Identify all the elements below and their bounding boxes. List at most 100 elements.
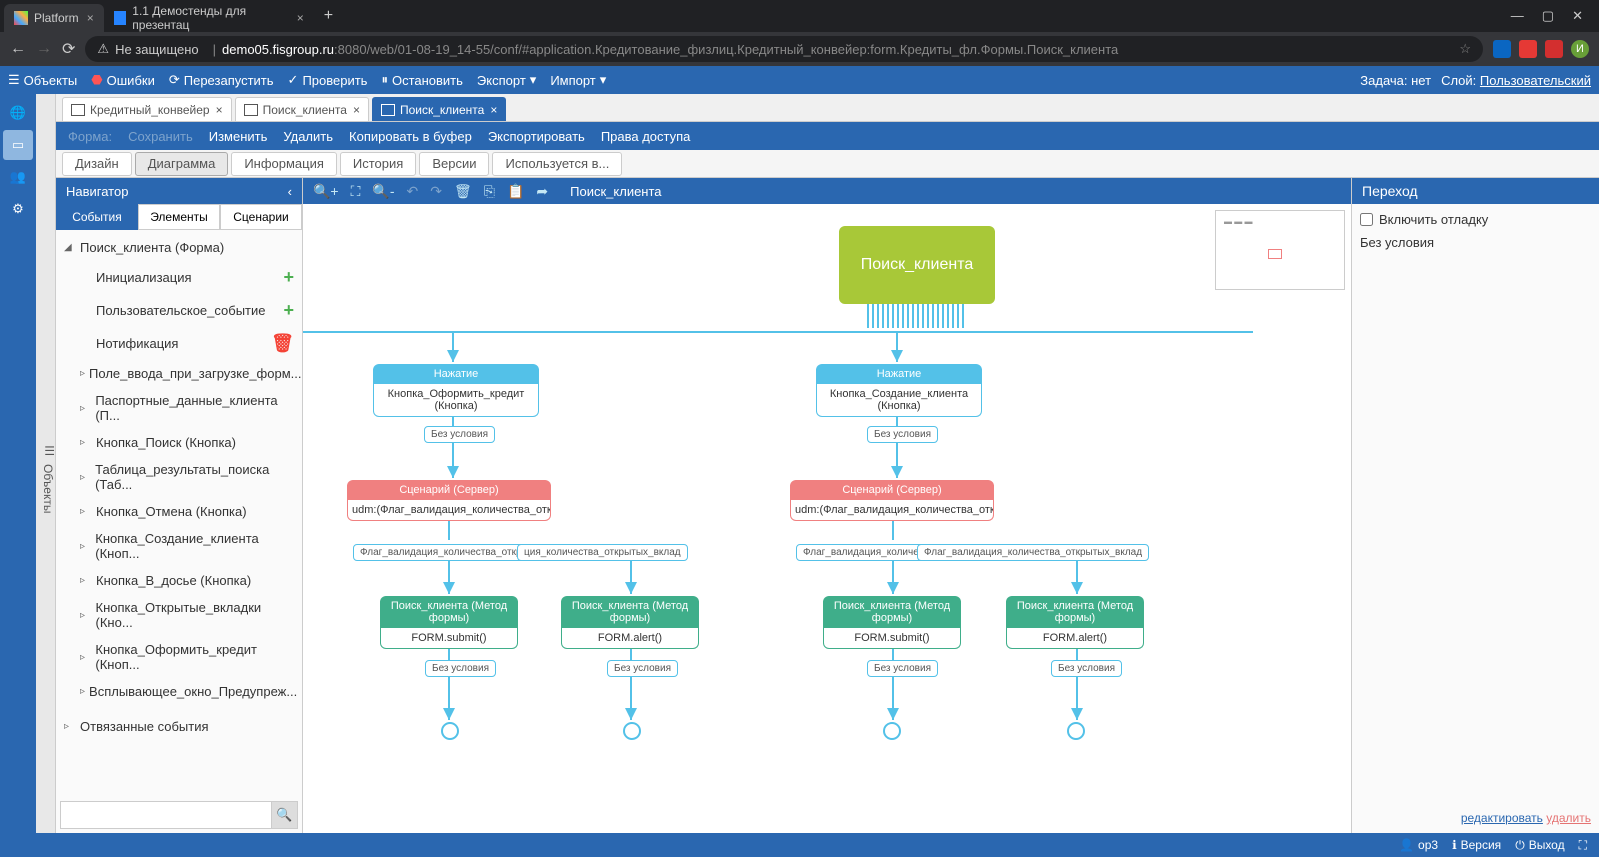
view-tab-история[interactable]: История (340, 152, 416, 176)
tree-item-5[interactable]: ▹Кнопка_Поиск (Кнопка) (56, 429, 302, 456)
debug-checkbox[interactable]: Включить отладку (1360, 212, 1591, 227)
zoom-in-icon[interactable]: 🔍+ (313, 183, 339, 200)
view-tab-диаграмма[interactable]: Диаграмма (135, 152, 229, 176)
search-button[interactable]: 🔍 (272, 801, 298, 829)
ext-icon[interactable] (1545, 40, 1563, 58)
export-menu[interactable]: Экспорт ▾ (477, 72, 536, 88)
tree-item-6[interactable]: ▹Таблица_результаты_поиска (Таб... (56, 456, 302, 498)
expand-icon[interactable]: ▹ (80, 575, 92, 586)
forward-icon[interactable]: ➦ (536, 183, 548, 200)
expand-icon[interactable]: ▹ (80, 610, 92, 621)
condition-label-3[interactable]: ция_количества_открытых_вклад (517, 544, 688, 561)
expand-icon[interactable]: ▹ (80, 403, 91, 414)
copy-button[interactable]: Копировать в буфер (349, 129, 472, 144)
nav-tab-2[interactable]: Сценарии (220, 204, 302, 230)
method-node-0[interactable]: Поиск_клиента (Метод формы)FORM.submit() (380, 596, 518, 649)
tree-item-0[interactable]: Инициализация+ (56, 261, 302, 294)
close-icon[interactable]: × (353, 103, 360, 117)
doc-tab-2[interactable]: Поиск_клиента× (372, 97, 506, 121)
edit-button[interactable]: Изменить (209, 129, 268, 144)
condition-label-6[interactable]: Без условия (425, 660, 496, 677)
redo-icon[interactable]: ↷ (430, 183, 442, 200)
view-tab-версии[interactable]: Версии (419, 152, 489, 176)
fit-icon[interactable]: ⛶ (351, 183, 361, 200)
end-node-2[interactable] (883, 722, 901, 740)
method-node-3[interactable]: Поиск_клиента (Метод формы)FORM.alert() (1006, 596, 1144, 649)
view-tab-используется в...[interactable]: Используется в... (492, 152, 622, 176)
delete-button[interactable]: Удалить (283, 129, 333, 144)
end-node-0[interactable] (441, 722, 459, 740)
check-button[interactable]: ✓ Проверить (288, 72, 368, 88)
condition-label-0[interactable]: Без условия (424, 426, 495, 443)
doc-tab-1[interactable]: Поиск_клиента× (235, 97, 369, 121)
rail-globe-button[interactable]: 🌐 (3, 98, 33, 128)
condition-label-8[interactable]: Без условия (867, 660, 938, 677)
trash-icon[interactable]: 🗑 (454, 183, 472, 200)
expand-icon[interactable]: ▹ (80, 472, 91, 483)
view-tab-дизайн[interactable]: Дизайн (62, 152, 132, 176)
status-logout[interactable]: ⏻ Выход (1515, 838, 1564, 853)
minimize-button[interactable]: — (1511, 8, 1524, 24)
tree-item-2[interactable]: Нотификация🗑 (56, 327, 302, 360)
ext-icon[interactable] (1493, 40, 1511, 58)
close-button[interactable]: ✕ (1572, 8, 1583, 24)
condition-label-1[interactable]: Без условия (867, 426, 938, 443)
collapse-icon[interactable]: ◢ (64, 242, 76, 253)
end-node-3[interactable] (1067, 722, 1085, 740)
expand-icon[interactable]: ▹ (80, 368, 85, 379)
scenario-node-0[interactable]: Сценарий (Сервер)udm:(Флаг_валидация_кол… (347, 480, 551, 521)
condition-label-5[interactable]: Флаг_валидация_количества_открытых_вклад (917, 544, 1149, 561)
expand-icon[interactable]: ⛶ (1579, 838, 1587, 853)
condition-label-7[interactable]: Без условия (607, 660, 678, 677)
expand-icon[interactable]: ▹ (80, 437, 92, 448)
collapse-icon[interactable]: ‹ (288, 184, 292, 199)
close-icon[interactable]: × (297, 11, 304, 25)
add-icon[interactable]: + (283, 300, 294, 321)
reload-button[interactable]: ⟳ (62, 39, 75, 59)
copy-icon[interactable]: ⎘ (484, 183, 495, 200)
tree-item-11[interactable]: ▹Кнопка_Оформить_кредит (Кноп... (56, 636, 302, 678)
expand-icon[interactable]: ▹ (80, 652, 91, 663)
edit-link[interactable]: редактировать (1461, 811, 1543, 825)
import-menu[interactable]: Импорт ▾ (550, 72, 606, 88)
nav-tab-0[interactable]: События (56, 204, 138, 230)
tree-item-12[interactable]: ▹Всплывающее_окно_Предупреж... (56, 678, 302, 705)
tree-item-1[interactable]: Пользовательское_событие+ (56, 294, 302, 327)
end-node-1[interactable] (623, 722, 641, 740)
close-icon[interactable]: × (216, 103, 223, 117)
tree-detached[interactable]: ▹ Отвязанные события (56, 713, 302, 740)
ext-icon[interactable] (1519, 40, 1537, 58)
avatar[interactable]: И (1571, 40, 1589, 58)
maximize-button[interactable]: ▢ (1542, 8, 1554, 24)
expand-icon[interactable]: ▹ (80, 541, 91, 552)
expand-icon[interactable]: ▹ (80, 686, 85, 697)
tree-item-10[interactable]: ▹Кнопка_Открытые_вкладки (Кно... (56, 594, 302, 636)
tree-item-7[interactable]: ▹Кнопка_Отмена (Кнопка) (56, 498, 302, 525)
nav-tab-1[interactable]: Элементы (138, 204, 220, 230)
back-button[interactable]: ← (10, 40, 26, 58)
delete-icon[interactable]: 🗑 (271, 333, 294, 354)
browser-tab-1[interactable]: 1.1 Демостенды для презентац × (104, 4, 314, 32)
rail-window-button[interactable]: ▭ (3, 130, 33, 160)
method-node-1[interactable]: Поиск_клиента (Метод формы)FORM.alert() (561, 596, 699, 649)
expand-icon[interactable]: ▹ (80, 506, 92, 517)
restart-button[interactable]: ⟳ Перезапустить (169, 72, 274, 88)
zoom-out-icon[interactable]: 🔍- (372, 183, 394, 200)
forward-button[interactable]: → (36, 40, 52, 58)
close-icon[interactable]: × (87, 11, 94, 25)
doc-tab-0[interactable]: Кредитный_конвейер× (62, 97, 232, 121)
scenario-node-1[interactable]: Сценарий (Сервер)udm:(Флаг_валидация_кол… (790, 480, 994, 521)
objects-sidebar[interactable]: ☰ Объекты (36, 94, 56, 833)
tree-item-9[interactable]: ▹Кнопка_В_досье (Кнопка) (56, 567, 302, 594)
star-icon[interactable]: ☆ (1459, 41, 1471, 57)
method-node-2[interactable]: Поиск_клиента (Метод формы)FORM.submit() (823, 596, 961, 649)
delete-link[interactable]: удалить (1546, 811, 1591, 825)
event-node-1[interactable]: НажатиеКнопка_Создание_клиента (Кнопка) (816, 364, 982, 417)
new-tab-button[interactable]: + (324, 7, 333, 25)
stop-button[interactable]: ⏸ Остановить (381, 72, 462, 88)
status-version[interactable]: ℹ Версия (1452, 838, 1501, 852)
tree-root[interactable]: ◢ Поиск_клиента (Форма) (56, 234, 302, 261)
checkbox[interactable] (1360, 213, 1373, 226)
condition-label-9[interactable]: Без условия (1051, 660, 1122, 677)
tree-item-8[interactable]: ▹Кнопка_Создание_клиента (Кноп... (56, 525, 302, 567)
